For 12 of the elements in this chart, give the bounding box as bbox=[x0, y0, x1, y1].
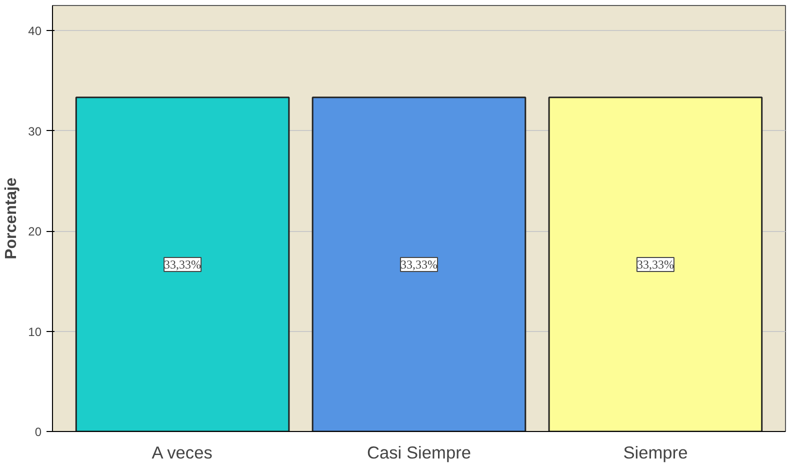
data-label: 33,33% bbox=[636, 257, 674, 272]
y-axis-title: Porcentaje bbox=[3, 177, 20, 260]
y-tick-label: 20 bbox=[28, 224, 42, 239]
y-tick-label: 40 bbox=[28, 24, 42, 38]
x-tick-label: A veces bbox=[152, 442, 213, 462]
x-tick-label: Casi Siempre bbox=[367, 442, 472, 462]
y-tick-label: 10 bbox=[28, 324, 42, 339]
data-label: 33,33% bbox=[400, 257, 438, 272]
y-tick-label: 30 bbox=[28, 124, 42, 138]
x-tick-label: Siempre bbox=[623, 442, 688, 462]
data-label: 33,33% bbox=[164, 257, 202, 272]
y-tick-label: 0 bbox=[34, 425, 42, 439]
